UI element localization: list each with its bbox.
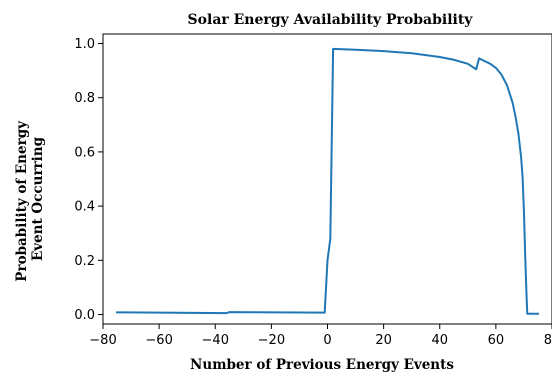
y-tick-label: 0.4 — [74, 200, 95, 215]
x-tick-label: −20 — [258, 333, 285, 348]
x-tick-label: 80 — [544, 333, 552, 348]
y-tick-label: 1.0 — [74, 37, 95, 52]
y-tick-label: 0.8 — [74, 91, 95, 106]
y-axis: 0.0 0.2 0.4 0.6 0.8 1.0 — [74, 37, 103, 323]
x-tick-label: −80 — [89, 333, 116, 348]
plot-frame — [102, 33, 552, 325]
x-tick-label: 0 — [323, 333, 331, 348]
series-line-0 — [116, 47, 539, 315]
x-axis: −80 −60 −40 −20 0 20 40 60 80 — [89, 324, 552, 348]
chart-title: Solar Energy Availability Probability — [188, 12, 474, 28]
x-tick-label: −40 — [202, 333, 229, 348]
series-layer — [116, 47, 539, 315]
y-axis-label: Probability of Energy Event Occurring — [14, 116, 46, 281]
y-axis-label-line-2: Event Occurring — [30, 136, 46, 261]
y-tick-label: 0.0 — [74, 308, 95, 323]
x-tick-label: 40 — [431, 333, 448, 348]
x-tick-label: −60 — [145, 333, 172, 348]
x-tick-label: 20 — [375, 333, 392, 348]
x-axis-label: Number of Previous Energy Events — [190, 357, 454, 373]
y-tick-label: 0.2 — [74, 254, 95, 269]
y-axis-label-line-1: Probability of Energy — [14, 120, 30, 282]
y-tick-label: 0.6 — [74, 145, 95, 160]
x-tick-label: 60 — [488, 333, 505, 348]
